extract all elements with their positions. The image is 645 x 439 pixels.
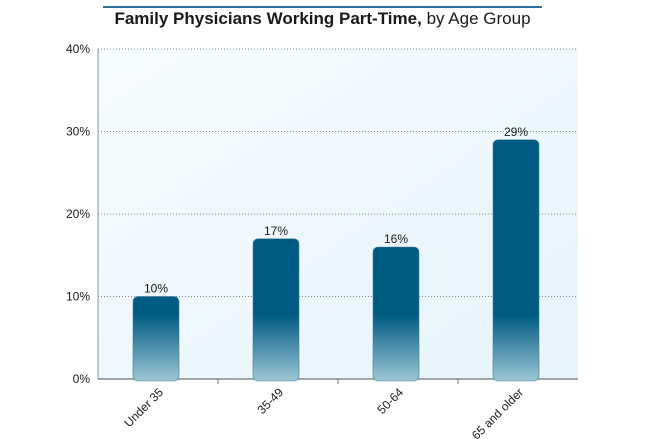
y-tick-label: 10% — [66, 290, 90, 304]
bar-value-label: 16% — [384, 232, 408, 246]
bar-value-label: 10% — [144, 282, 168, 296]
y-tick-label: 30% — [66, 125, 90, 139]
bars — [132, 139, 540, 382]
chart-title-main: Family Physicians Working Part-Time, — [114, 9, 422, 28]
bar — [132, 296, 180, 382]
chart-subtitle: by Age Group — [426, 9, 531, 28]
y-tick-label: 40% — [66, 42, 90, 56]
chart-title: Family Physicians Working Part-Time, by … — [0, 9, 645, 29]
bar-value-label: 29% — [504, 125, 528, 139]
x-tick-label: Under 35 — [121, 385, 166, 430]
bar-value-label: 17% — [264, 224, 288, 238]
chart-title-block: Family Physicians Working Part-Time, by … — [0, 0, 645, 40]
y-tick-label: 0% — [73, 372, 91, 386]
bar — [372, 246, 420, 382]
x-tick-label: 35-49 — [255, 385, 287, 417]
bar — [252, 238, 300, 382]
x-tick-label: 65 and older — [469, 385, 526, 439]
bar — [492, 139, 540, 382]
y-tick-label: 20% — [66, 207, 90, 221]
x-tick-label: 50-64 — [375, 385, 407, 417]
title-rule — [103, 6, 542, 8]
